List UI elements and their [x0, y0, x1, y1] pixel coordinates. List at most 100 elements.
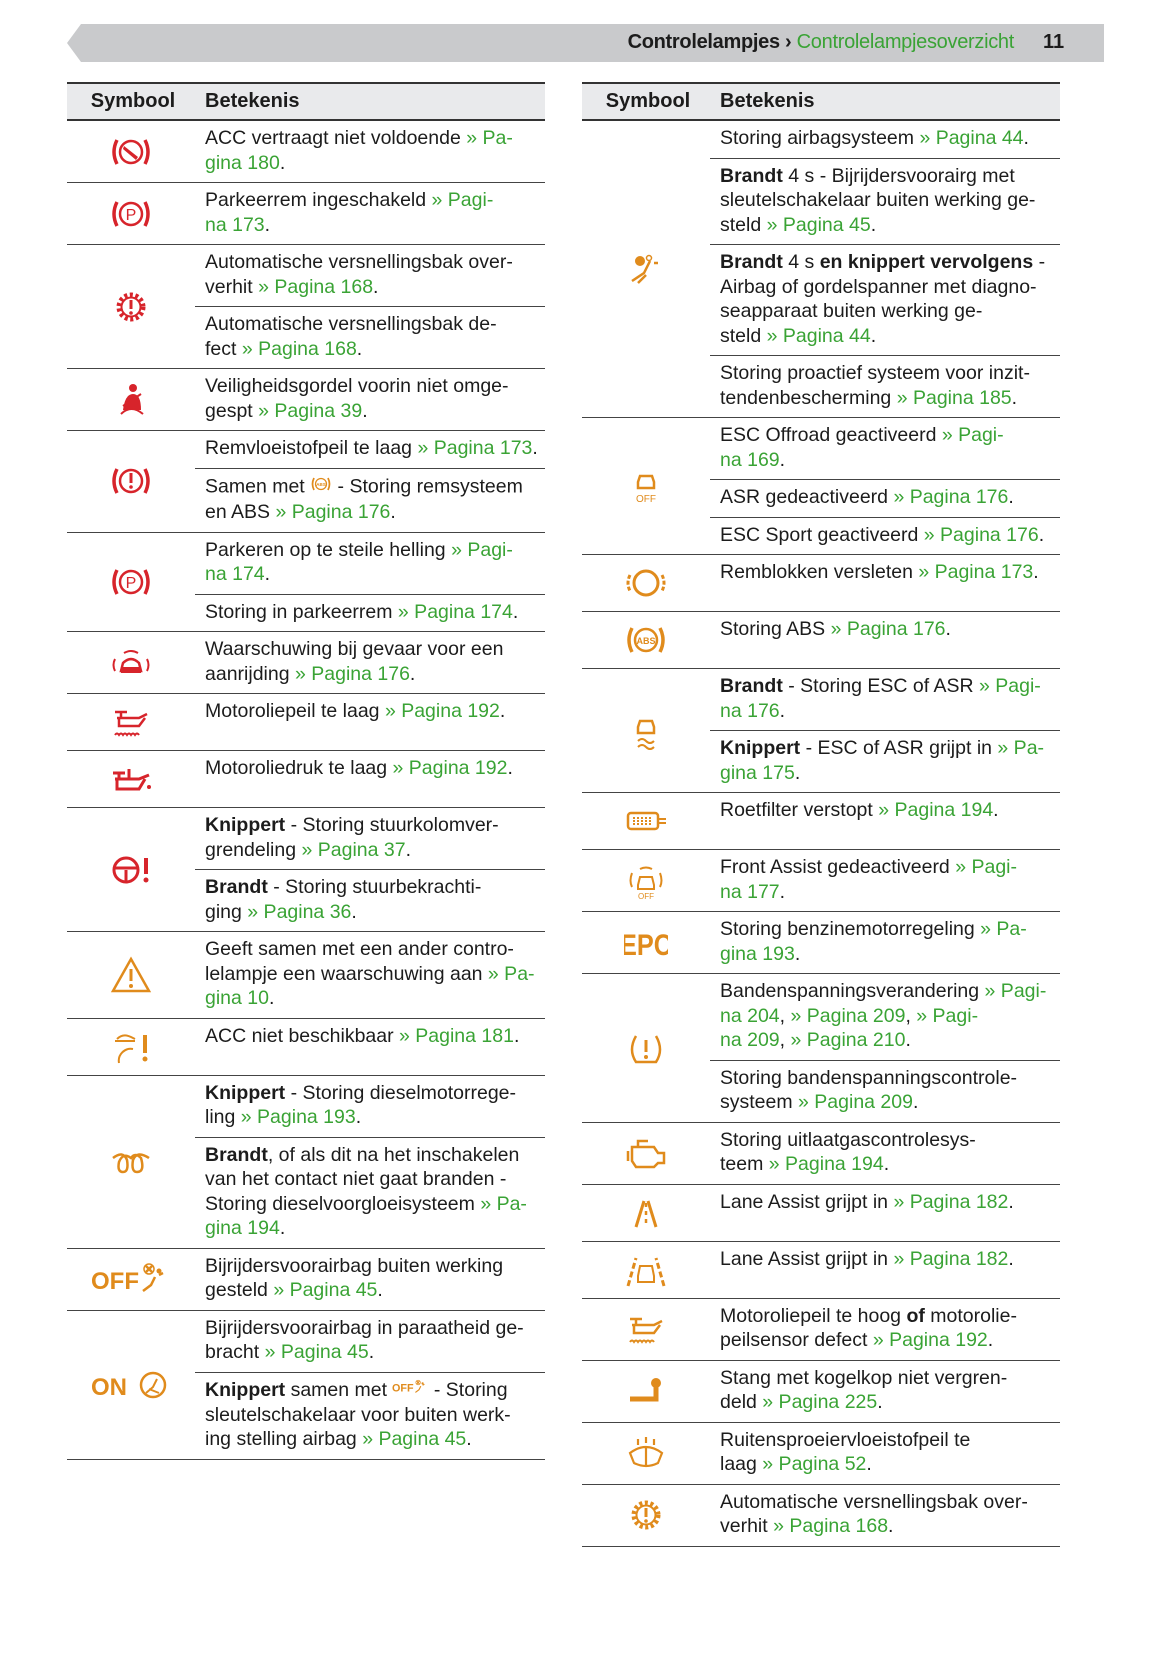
- breadcrumb-subsection[interactable]: Controlelampjesoverzicht: [796, 31, 1015, 53]
- page-link[interactable]: » Pagi- na 176: [720, 675, 1041, 722]
- symbol-group: ACC vertraagt niet voldoende » Pa- gina …: [67, 121, 545, 183]
- page-link[interactable]: » Pagina 176: [830, 618, 946, 640]
- table-row: ESC Sport geactiveerd » Pagina 176.: [710, 518, 1060, 555]
- description-text: Automatische versnellingsbak over- verhi…: [205, 251, 513, 298]
- description-text: Automatische versnellingsbak over- verhi…: [720, 1490, 1028, 1538]
- page-link[interactable]: » Pa- gina 175: [720, 737, 1045, 784]
- page-link[interactable]: » Pagi- na 204: [720, 980, 1047, 1027]
- page-link[interactable]: » Pagi- na 177: [720, 856, 1017, 903]
- table-row: Storing airbagsysteem » Pagina 44.: [710, 121, 1060, 159]
- left-table: Symbool Betekenis ACC vertraagt niet vold…: [67, 82, 545, 1460]
- description-text: .: [268, 987, 275, 1009]
- page-link[interactable]: » Pa- gina 193: [720, 918, 1027, 965]
- seatbelt-icon: [67, 369, 195, 430]
- page-link[interactable]: » Pagina 174: [397, 600, 513, 623]
- page-link[interactable]: » Pagina 168: [258, 275, 374, 298]
- page-link[interactable]: » Pagina 45: [264, 1341, 369, 1363]
- description-text: .: [499, 700, 506, 722]
- page-link[interactable]: » Pagina 173: [417, 437, 533, 459]
- page-link[interactable]: » Pagina 37: [301, 838, 406, 861]
- page-link[interactable]: » Pagina 39: [258, 399, 363, 422]
- page-link[interactable]: » Pagi- na 209: [720, 1004, 979, 1052]
- description-text: Storing uitlaatgascontrolesys- teem: [720, 1128, 976, 1176]
- meaning-rows: Storing uitlaatgascontrolesys- teem » Pa…: [710, 1123, 1060, 1184]
- description-text: ,: [905, 1004, 917, 1027]
- description-text: .: [905, 1029, 911, 1051]
- page-link[interactable]: » Pagina 44: [766, 324, 871, 347]
- description-text: motorolie- peilsensor defect: [720, 1304, 1017, 1352]
- description-text: .: [1033, 561, 1039, 583]
- description-text: - ESC of ASR grijpt in: [800, 737, 998, 759]
- page-link[interactable]: » Pagina 44: [919, 127, 1024, 149]
- lane-assist-car-icon: [582, 1242, 710, 1298]
- page-link[interactable]: » Pa- gina 194: [205, 1192, 527, 1240]
- page-link[interactable]: » Pagina 225: [762, 1391, 878, 1413]
- description-text: Storing in parkeerrem: [205, 600, 398, 623]
- page-link[interactable]: » Pagina 173: [918, 561, 1034, 583]
- page-link[interactable]: » Pagina 182: [893, 1247, 1009, 1270]
- page-link[interactable]: » Pagina 168: [773, 1515, 889, 1537]
- symbol-group: Automatische versnellingsbak over- verhi…: [582, 1485, 1060, 1547]
- description-text: Bandenspanningsverandering: [720, 980, 985, 1002]
- page-link[interactable]: » Pagina 192: [384, 700, 500, 722]
- table-row: Storing ABS » Pagina 176.: [710, 612, 1060, 649]
- description-text: .: [779, 880, 786, 903]
- page-link[interactable]: » Pagina 52: [762, 1453, 867, 1475]
- page-link[interactable]: » Pagi- na 173: [205, 189, 494, 236]
- description-text: .: [362, 399, 368, 422]
- page-link[interactable]: » Pagina 176: [275, 501, 391, 523]
- table-row: Knippert - Storing stuurkolomver- grende…: [195, 808, 545, 870]
- page-link[interactable]: » Pagina 185: [896, 386, 1012, 409]
- page-link[interactable]: » Pagina 192: [872, 1329, 988, 1351]
- page-link[interactable]: » Pagina 192: [392, 757, 508, 779]
- warning-triangle-icon: [67, 932, 195, 1018]
- oil-level-icon: [67, 694, 195, 750]
- description-text: Storing bandenspanningscontrole- systeem: [720, 1066, 1018, 1114]
- page-number: 11: [1043, 31, 1065, 53]
- table-row: Automatische versnellingsbak over- verhi…: [710, 1485, 1060, 1546]
- page-link[interactable]: » Pagina 194: [878, 799, 994, 821]
- svg-text:OFF: OFF: [638, 892, 654, 901]
- right-table: Symbool Betekenis Storing airbagsysteem »…: [582, 82, 1060, 1547]
- page-link[interactable]: » Pagina 36: [247, 900, 352, 923]
- page-link[interactable]: » Pagina 193: [240, 1106, 356, 1128]
- meaning-rows: Parkeerrem ingeschakeld » Pagi- na 173.: [195, 183, 545, 244]
- description-text: - Storing sleutelschakelaar voor buiten …: [205, 1378, 511, 1451]
- page-link[interactable]: » Pagina 176: [893, 486, 1009, 508]
- svg-text:ABS: ABS: [316, 482, 326, 487]
- svg-text:P: P: [126, 207, 137, 224]
- table-row: Automatische versnellingsbak de- fect » …: [195, 307, 545, 368]
- symbol-group: OFF Front Assist gedeactiveerd » Pagi- na…: [582, 850, 1060, 912]
- meaning-rows: Knippert - Storing dieselmotorrege- ling…: [195, 1076, 545, 1248]
- column-meaning: Betekenis: [205, 90, 300, 112]
- table-row: Bijrijdersvoorairbag in paraatheid ge- b…: [195, 1311, 545, 1373]
- page-link[interactable]: » Pagina 168: [241, 337, 357, 360]
- meaning-rows: Remvloeistofpeil te laag » Pagina 173. Sa…: [195, 431, 545, 532]
- page-link[interactable]: » Pagi- na 169: [720, 424, 1004, 471]
- page-link[interactable]: » Pagina 210: [790, 1029, 906, 1051]
- bold-label: of: [906, 1304, 925, 1327]
- page-link[interactable]: » Pagina 45: [766, 213, 871, 236]
- page-link[interactable]: » Pagina 45: [362, 1428, 467, 1451]
- breadcrumb-section[interactable]: Controlelampjes: [627, 31, 781, 53]
- page-link[interactable]: » Pagina 209: [790, 1004, 906, 1027]
- page-link[interactable]: » Pa- gina 180: [205, 127, 513, 174]
- description-text: Samen met: [205, 474, 311, 497]
- page-link[interactable]: » Pagina 176: [294, 662, 410, 685]
- page-link[interactable]: » Pagina 209: [798, 1091, 913, 1113]
- symbol-group: Knippert - Storing stuurkolomver- grende…: [67, 808, 545, 932]
- description-text: Storing airbagsysteem: [720, 127, 920, 149]
- page-link[interactable]: » Pagi- na 174: [205, 538, 513, 586]
- table-row: ACC niet beschikbaar » Pagina 181.: [195, 1019, 545, 1056]
- page-link[interactable]: » Pagina 45: [273, 1279, 378, 1301]
- page-link[interactable]: » Pagina 182: [893, 1190, 1009, 1213]
- tyre-pressure-icon: [582, 974, 710, 1122]
- page-link[interactable]: » Pagina 176: [923, 523, 1039, 546]
- page-link[interactable]: » Pagina 181: [399, 1024, 514, 1047]
- header-band: [67, 24, 1104, 62]
- description-text: ACC vertraagt niet voldoende: [205, 127, 467, 149]
- description-text: .: [993, 799, 999, 821]
- description-text: .: [377, 1279, 383, 1301]
- page-link[interactable]: » Pagina 194: [768, 1153, 884, 1175]
- page-link[interactable]: » Pa- gina 10: [205, 962, 535, 1010]
